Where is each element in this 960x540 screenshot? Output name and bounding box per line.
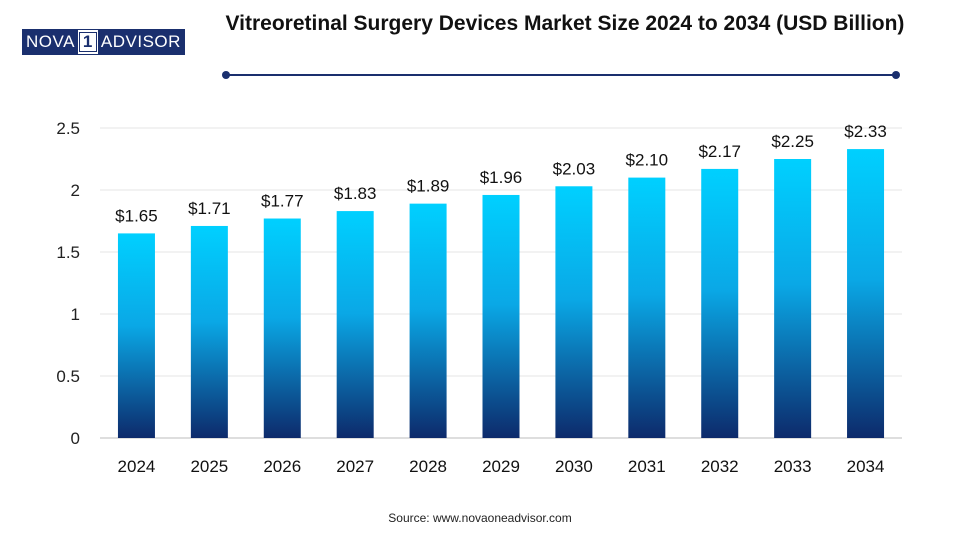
x-tick-label: 2032 (701, 457, 739, 476)
bar-data-label: $2.33 (844, 122, 887, 141)
bar (190, 225, 228, 438)
bar-data-label: $1.71 (188, 199, 231, 218)
bar-data-label: $1.77 (261, 192, 304, 211)
bar-data-label: $1.96 (480, 168, 523, 187)
x-tick-label: 2031 (628, 457, 666, 476)
y-tick-label: 1.5 (56, 243, 80, 262)
bar (628, 177, 666, 438)
x-tick-label: 2029 (482, 457, 520, 476)
bar (847, 149, 885, 438)
bar-data-label: $2.10 (626, 151, 669, 170)
bar (482, 194, 520, 438)
x-tick-label: 2033 (774, 457, 812, 476)
labels: $1.65 2024 $1.71 2025 $1.77 2026 $1.83 2027 $1.8… (115, 122, 887, 476)
y-tick-label: 0.5 (56, 367, 80, 386)
x-tick-label: 2024 (118, 457, 156, 476)
x-tick-label: 2027 (336, 457, 374, 476)
y-tick-label: 1 (71, 305, 80, 324)
y-tick-label: 0 (71, 429, 80, 448)
y-tick-label: 2.5 (56, 119, 80, 138)
bar (263, 218, 301, 438)
bar (336, 211, 374, 438)
logo-text-left: NOVA (23, 30, 78, 54)
bar (774, 159, 812, 438)
logo-text-right: ADVISOR (97, 30, 184, 54)
chart-title: Vitreoretinal Surgery Devices Market Siz… (225, 12, 905, 35)
x-tick-label: 2028 (409, 457, 447, 476)
bar (555, 186, 593, 438)
bar-data-label: $1.83 (334, 184, 377, 203)
logo-text-mid: 1 (78, 32, 97, 52)
bar-data-label: $2.17 (698, 142, 741, 161)
divider-dot-right (892, 71, 900, 79)
x-tick-label: 2025 (190, 457, 228, 476)
y-tick-label: 2 (71, 181, 80, 200)
bar-data-label: $1.65 (115, 206, 158, 225)
source-note: Source: www.novaoneadvisor.com (388, 511, 572, 525)
x-tick-label: 2034 (847, 457, 885, 476)
bars (117, 149, 885, 439)
bar (117, 233, 155, 438)
divider-dot-left (222, 71, 230, 79)
brand-logo: NOVA 1 ADVISOR (22, 29, 185, 55)
bar-data-label: $2.25 (771, 132, 814, 151)
title-divider (226, 74, 896, 76)
bar-data-label: $2.03 (553, 159, 596, 178)
bar (701, 168, 739, 439)
bar-data-label: $1.89 (407, 177, 450, 196)
x-tick-label: 2026 (263, 457, 301, 476)
x-tick-label: 2030 (555, 457, 593, 476)
bar (409, 203, 447, 438)
